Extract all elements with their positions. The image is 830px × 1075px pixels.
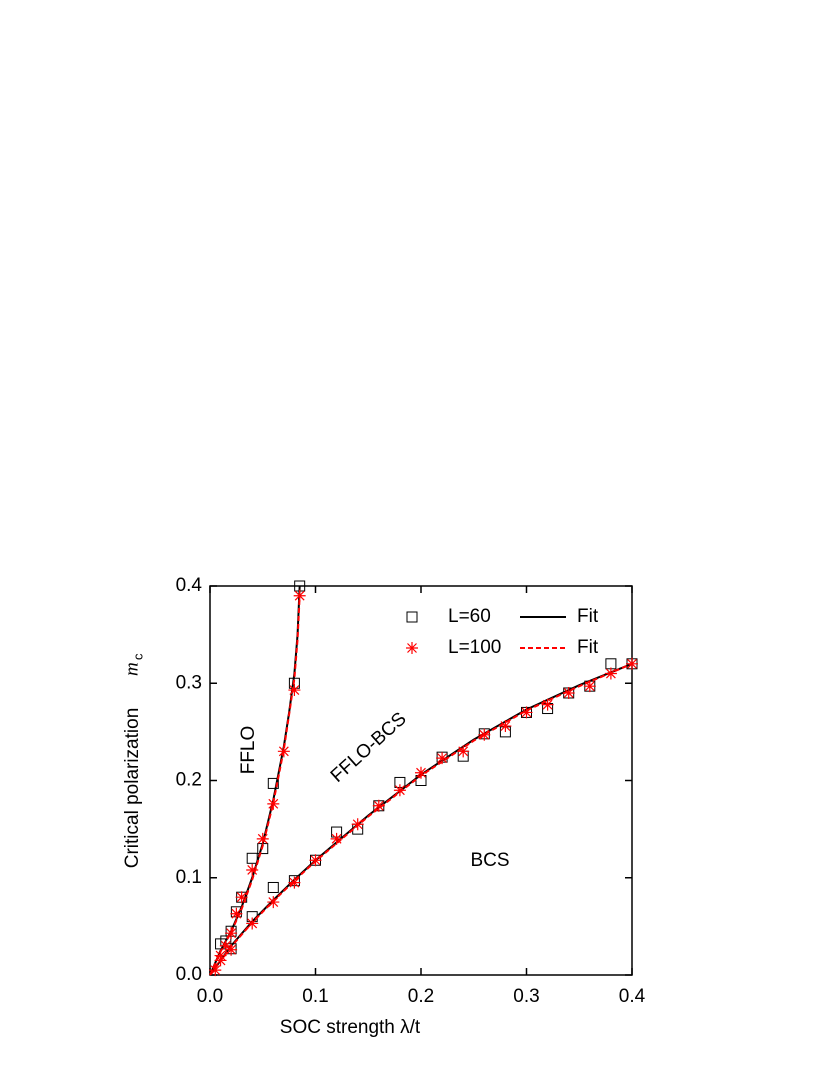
marker [499, 720, 512, 733]
marker [225, 943, 238, 956]
fit-line [209, 595, 633, 976]
legend-marker [406, 642, 418, 654]
marker [246, 852, 258, 864]
marker [478, 728, 491, 741]
fit-line [209, 585, 633, 976]
marker [562, 686, 575, 699]
y-axis-label-group: Critical polarization m c [121, 653, 145, 868]
x-tick-label: 0.0 [197, 986, 223, 1007]
legend-label: Fit [577, 606, 599, 627]
marker [520, 706, 533, 719]
marker [541, 698, 554, 711]
marker [605, 658, 617, 670]
marker [415, 766, 427, 779]
x-tick-label: 0.2 [408, 986, 434, 1007]
plot-frame [209, 585, 633, 976]
marker [209, 964, 222, 977]
marker [288, 876, 301, 889]
legend-label: L=60 [448, 606, 491, 627]
y-tick-label: 0.3 [176, 672, 202, 693]
marker [436, 752, 449, 765]
marker [267, 777, 279, 789]
marker [288, 684, 301, 697]
marker [267, 881, 279, 893]
annotation: FFLO-BCS [327, 708, 411, 786]
legend-label: L=100 [448, 637, 501, 658]
x-tick-label: 0.4 [619, 986, 646, 1007]
marker [330, 832, 343, 845]
x-tick-label: 0.3 [513, 986, 539, 1007]
y-tick-label: 0.1 [176, 867, 202, 888]
x-axis-label: SOC strength λ/t [280, 1017, 421, 1038]
marker [246, 863, 259, 876]
marker [225, 927, 238, 940]
marker [230, 907, 243, 920]
y-tick-label: 0.0 [176, 964, 202, 985]
marker [267, 797, 280, 810]
marker [256, 832, 269, 845]
marker [235, 891, 248, 904]
y-axis-symbol: m [121, 662, 142, 676]
marker [457, 745, 470, 758]
y-axis-subscript: c [130, 653, 145, 660]
x-tick-label: 0.1 [302, 986, 328, 1007]
y-axis-label: Critical polarization [122, 708, 143, 869]
marker [393, 784, 406, 797]
annotation: FFLO [238, 726, 259, 775]
y-tick-label: 0.2 [176, 770, 202, 791]
legend-label: Fit [577, 637, 599, 658]
annotation: BCS [470, 850, 509, 871]
y-tick-label: 0.4 [176, 575, 203, 596]
legend-marker [406, 611, 418, 623]
marker [219, 939, 232, 952]
marker [372, 799, 385, 812]
marker [583, 680, 596, 693]
